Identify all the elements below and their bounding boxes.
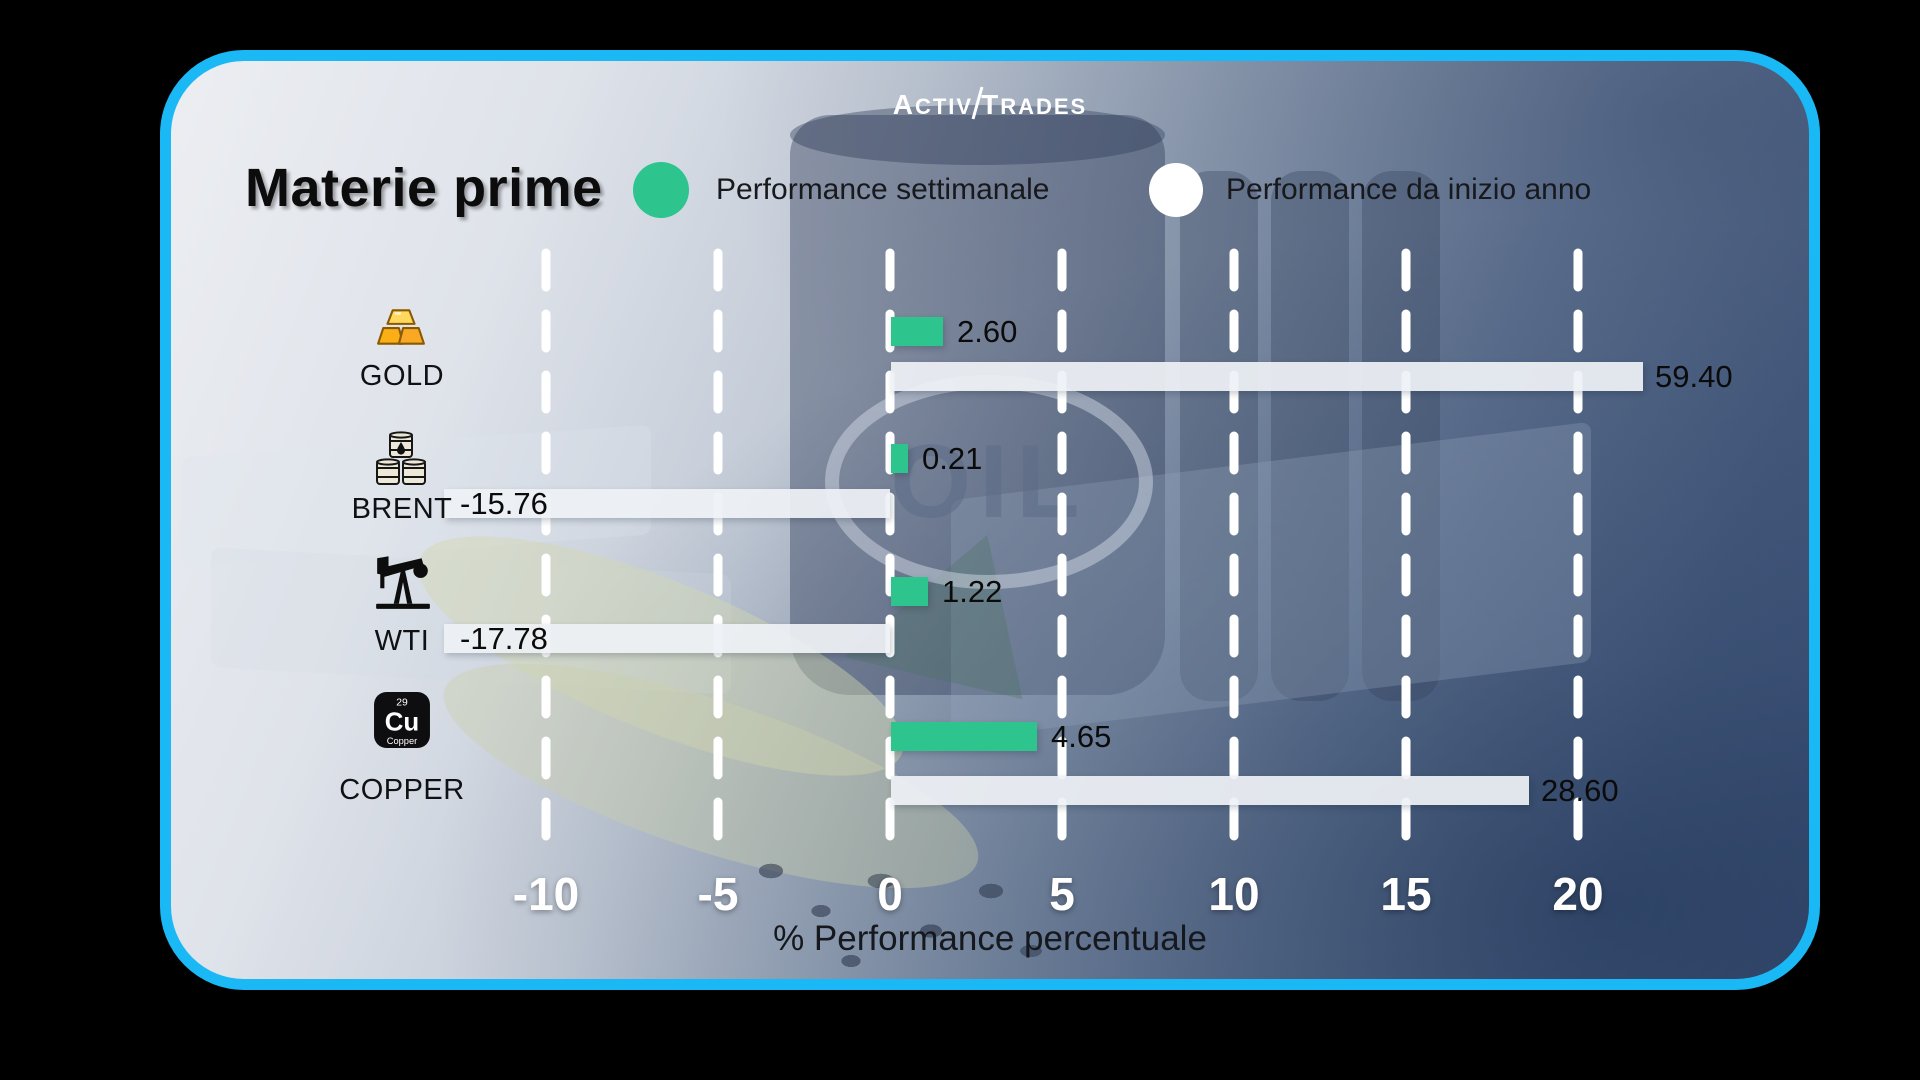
page-title: Materie prime (245, 158, 603, 218)
legend-dot-ytd (1149, 163, 1203, 217)
chart-plot-area: -10 -5 0 5 10 15 20 2.60 59.40 0.21 -15.76 1.22 -17.… (171, 61, 1809, 979)
copper-weekly-bar (891, 722, 1037, 751)
legend-dot-weekly (633, 162, 689, 218)
gold-ytd-value: 59.40 (1655, 359, 1733, 394)
gridlines (541, 248, 1583, 863)
copper-name: Copper (387, 736, 418, 746)
x-tick-label: 20 (1552, 868, 1604, 920)
copper-number: 29 (396, 698, 408, 709)
logo-text: CTIV (914, 94, 974, 119)
category-label-gold: GOLD (359, 360, 445, 392)
x-tick-label: 0 (877, 868, 903, 920)
infographic-card: OIL ACTIV TRADES Materie prime Performanc… (160, 50, 1820, 990)
copper-ytd-bar (891, 776, 1529, 805)
x-axis-title: % Performance percentuale (773, 919, 1207, 958)
logo-text: RADES (1000, 94, 1088, 119)
copper-weekly-value: 4.65 (1051, 719, 1112, 754)
gold-weekly-value: 2.60 (957, 314, 1018, 349)
wti-weekly-value: 1.22 (942, 574, 1003, 609)
brent-weekly-value: 0.21 (922, 441, 983, 476)
wti-weekly-bar (891, 577, 928, 606)
copper-element-icon: 29 Cu Copper (373, 691, 431, 754)
x-tick-label: 15 (1380, 868, 1432, 920)
logo-slash-icon (971, 86, 984, 120)
brent-weekly-bar (891, 444, 908, 473)
category-label-brent: BRENT (351, 493, 453, 525)
legend-label-weekly: Performance settimanale (716, 173, 1050, 206)
gold-bars-icon (376, 307, 426, 352)
copper-ytd-value: 28.60 (1541, 773, 1619, 808)
activtrades-logo: ACTIV TRADES (171, 85, 1809, 121)
copper-symbol: Cu (385, 708, 420, 736)
x-tick-label: -5 (697, 868, 739, 920)
logo-text: A (892, 89, 915, 120)
pump-jack-icon (374, 549, 432, 616)
legend-label-ytd: Performance da inizio anno (1226, 173, 1592, 206)
brent-ytd-value: -15.76 (460, 486, 548, 521)
x-tick-label: 5 (1049, 868, 1075, 920)
category-label-copper: COPPER (339, 774, 465, 806)
wti-ytd-bar (444, 624, 890, 653)
gold-ytd-bar (891, 362, 1643, 391)
brent-ytd-bar (444, 489, 890, 518)
oil-barrels-icon (374, 431, 428, 492)
wti-ytd-value: -17.78 (460, 621, 548, 656)
logo-text: T (981, 89, 1001, 120)
category-label-wti: WTI (374, 625, 430, 657)
x-tick-label: 10 (1208, 868, 1260, 920)
gold-weekly-bar (891, 317, 943, 346)
x-tick-label: -10 (512, 868, 580, 920)
